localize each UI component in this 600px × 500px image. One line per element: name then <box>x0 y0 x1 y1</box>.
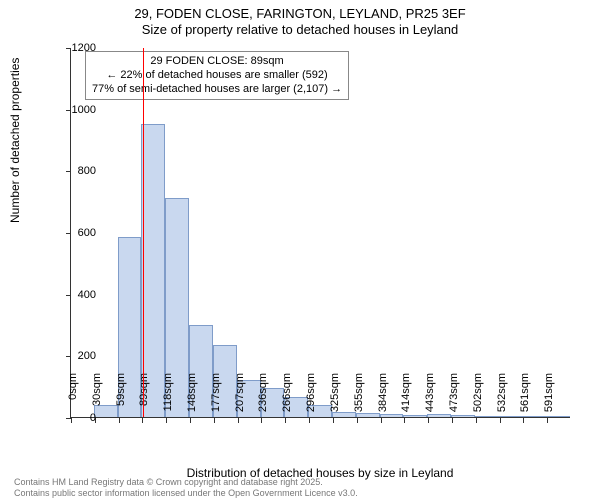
x-tick-label: 414sqm <box>400 373 412 423</box>
annotation-line-3: 77% of semi-detached houses are larger (… <box>92 83 342 97</box>
annotation-box: 29 FODEN CLOSE: 89sqm ← 22% of detached … <box>85 51 349 100</box>
x-tick-label: 473sqm <box>448 373 460 423</box>
x-tick-label: 296sqm <box>305 373 317 423</box>
annotation-line-2: ← 22% of detached houses are smaller (59… <box>92 69 342 83</box>
bars-group <box>71 48 570 417</box>
y-axis-label: Number of detached properties <box>8 58 22 223</box>
x-tick-label: 118sqm <box>162 373 174 423</box>
annotation-line-1: 29 FODEN CLOSE: 89sqm <box>92 55 342 69</box>
x-tick-label: 59sqm <box>115 373 127 423</box>
x-tick-label: 561sqm <box>519 373 531 423</box>
y-tick-label: 0 <box>56 412 96 424</box>
chart-container: 29, FODEN CLOSE, FARINGTON, LEYLAND, PR2… <box>0 0 600 500</box>
x-tick-label: 148sqm <box>186 373 198 423</box>
footer-line-2: Contains public sector information licen… <box>14 488 358 498</box>
x-tick-label: 502sqm <box>472 373 484 423</box>
footer-line-1: Contains HM Land Registry data © Crown c… <box>14 477 358 487</box>
y-tick-label: 800 <box>56 165 96 177</box>
property-marker-line <box>143 48 144 417</box>
y-tick-label: 1000 <box>56 104 96 116</box>
x-tick-label: 266sqm <box>281 373 293 423</box>
x-tick-label: 207sqm <box>234 373 246 423</box>
title-line-2: Size of property relative to detached ho… <box>0 22 600 38</box>
y-tick-label: 600 <box>56 227 96 239</box>
x-tick-label: 532sqm <box>496 373 508 423</box>
y-tick-label: 400 <box>56 289 96 301</box>
title-block: 29, FODEN CLOSE, FARINGTON, LEYLAND, PR2… <box>0 6 600 37</box>
x-tick-label: 384sqm <box>377 373 389 423</box>
y-tick-label: 200 <box>56 350 96 362</box>
x-tick-label: 355sqm <box>353 373 365 423</box>
plot-area: 29 FODEN CLOSE: 89sqm ← 22% of detached … <box>70 48 570 418</box>
y-tick-label: 1200 <box>56 42 96 54</box>
x-tick-label: 177sqm <box>210 373 222 423</box>
title-line-1: 29, FODEN CLOSE, FARINGTON, LEYLAND, PR2… <box>0 6 600 22</box>
x-tick-label: 591sqm <box>543 373 555 423</box>
footer-attribution: Contains HM Land Registry data © Crown c… <box>14 477 358 498</box>
x-tick-label: 89sqm <box>138 373 150 423</box>
x-tick-label: 236sqm <box>257 373 269 423</box>
x-tick-label: 325sqm <box>329 373 341 423</box>
x-tick-label: 443sqm <box>424 373 436 423</box>
